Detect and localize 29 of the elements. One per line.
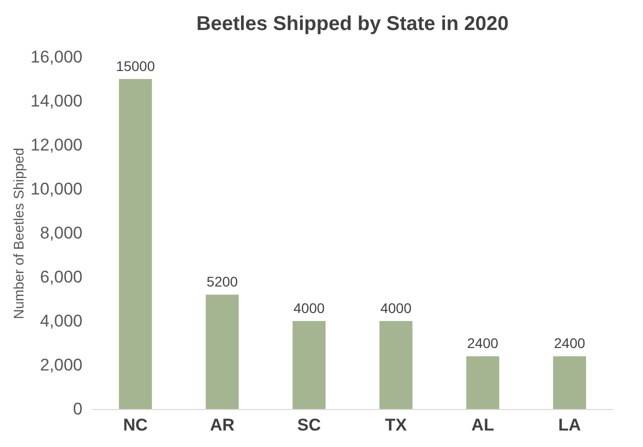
data-label: 4000 (294, 300, 325, 316)
y-tick-label: 6,000 (40, 268, 82, 286)
y-tick-label: 8,000 (40, 224, 82, 242)
y-tick-label: 12,000 (30, 136, 82, 154)
bar (379, 321, 412, 409)
y-tick-label: 10,000 (30, 180, 82, 198)
y-tick-label: 16,000 (30, 48, 82, 66)
data-label: 4000 (380, 300, 412, 316)
x-tick-label: LA (558, 416, 581, 434)
y-tick-label: 4,000 (40, 312, 82, 330)
y-axis-title: Number of Beetles Shipped (10, 148, 27, 320)
data-label: 15000 (116, 58, 156, 74)
chart-title: Beetles Shipped by State in 2020 (196, 13, 509, 35)
bar (553, 356, 586, 409)
bar (466, 356, 500, 409)
y-tick-label: 14,000 (30, 92, 82, 110)
x-tick-label: NC (123, 416, 148, 434)
data-label: 5200 (206, 274, 238, 290)
y-tick-label: 2,000 (40, 356, 82, 374)
data-label: 2400 (554, 335, 586, 352)
bar (292, 321, 326, 409)
bar (118, 79, 152, 409)
x-tick-label: SC (297, 416, 321, 434)
bar (206, 294, 239, 409)
x-tick-label: TX (385, 416, 408, 434)
x-tick-label: AL (471, 416, 494, 434)
x-tick-label: AR (210, 416, 235, 434)
data-label: 2400 (467, 335, 499, 352)
y-tick-label: 0 (73, 400, 82, 418)
